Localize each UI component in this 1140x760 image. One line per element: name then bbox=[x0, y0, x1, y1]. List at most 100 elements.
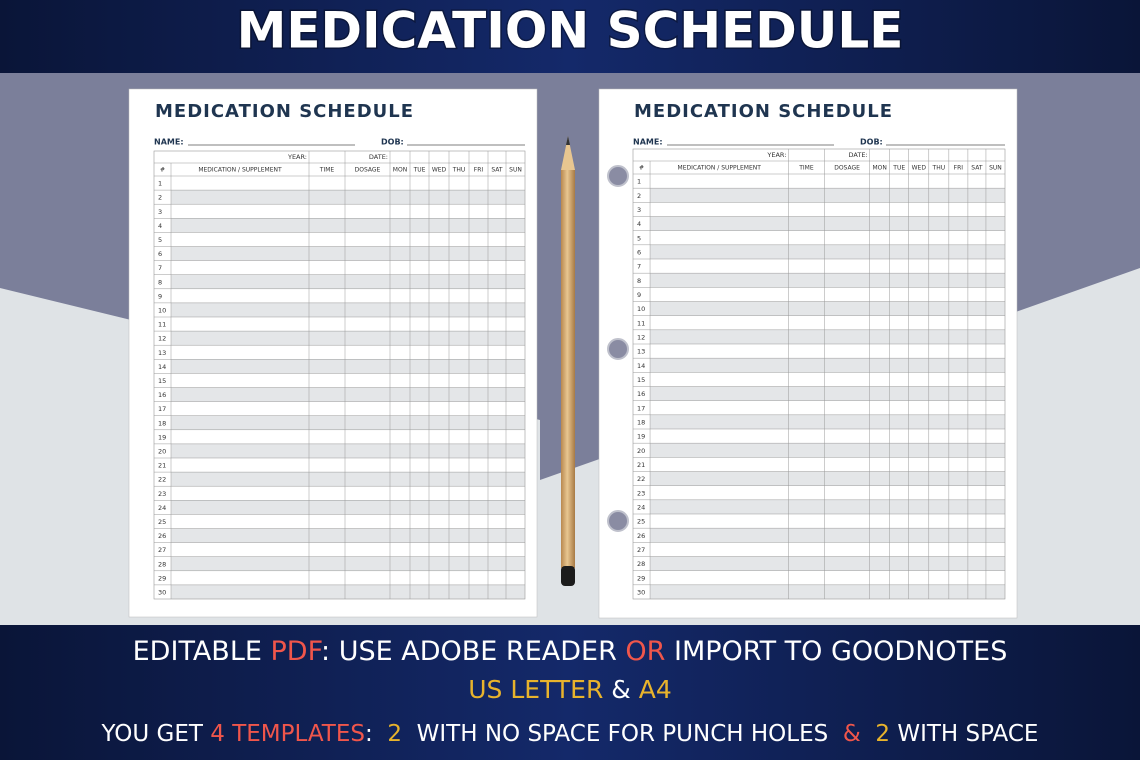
row-number: 6 bbox=[637, 248, 641, 256]
row-number: 5 bbox=[158, 236, 162, 244]
row-number: 25 bbox=[637, 518, 645, 526]
column-header: TIME bbox=[798, 165, 814, 172]
dob-label: DOB: bbox=[860, 138, 883, 147]
date-label: DATE: bbox=[849, 151, 868, 159]
row-number: 6 bbox=[158, 250, 162, 258]
name-label: NAME: bbox=[633, 138, 663, 147]
column-header: MEDICATION / SUPPLEMENT bbox=[198, 167, 282, 174]
footer-segment: PDF bbox=[271, 636, 322, 667]
column-header: SUN bbox=[509, 167, 522, 174]
punch-hole bbox=[607, 510, 629, 532]
year-label: YEAR: bbox=[766, 151, 786, 159]
row-number: 18 bbox=[158, 419, 166, 427]
pencil-eraser bbox=[561, 566, 575, 586]
row-number: 3 bbox=[637, 206, 641, 214]
row-shade bbox=[171, 331, 525, 346]
row-shade bbox=[650, 471, 1005, 486]
row-number: 10 bbox=[158, 306, 166, 314]
column-header: SAT bbox=[491, 167, 503, 174]
row-number: 4 bbox=[158, 222, 162, 230]
row-number: 30 bbox=[637, 588, 645, 596]
pencil-lead bbox=[566, 136, 570, 145]
column-header: THU bbox=[932, 165, 946, 172]
row-number: 11 bbox=[637, 319, 645, 327]
footer-segment: : bbox=[365, 721, 387, 747]
column-header: DOSAGE bbox=[834, 165, 860, 172]
column-header: TIME bbox=[319, 167, 335, 174]
row-shade bbox=[171, 387, 525, 402]
row-number: 10 bbox=[637, 305, 645, 313]
column-header: # bbox=[639, 165, 644, 172]
row-number: 2 bbox=[637, 192, 641, 200]
footer-segment: 4 TEMPLATES bbox=[210, 721, 365, 747]
row-number: 16 bbox=[158, 391, 166, 399]
row-number: 14 bbox=[158, 363, 166, 371]
footer-line: YOU GET 4 TEMPLATES: 2 WITH NO SPACE FOR… bbox=[101, 721, 1039, 747]
row-shade bbox=[650, 499, 1005, 514]
row-shade bbox=[171, 415, 525, 430]
footer-segment: US LETTER bbox=[468, 675, 603, 704]
row-shade bbox=[650, 329, 1005, 344]
footer-segment: IMPORT TO GOODNOTES bbox=[665, 636, 1007, 667]
footer-segment: OR bbox=[625, 636, 665, 667]
row-number: 12 bbox=[637, 333, 645, 341]
footer-segment bbox=[861, 721, 876, 747]
banner-title: MEDICATION SCHEDULE bbox=[237, 2, 904, 60]
row-shade bbox=[171, 218, 525, 233]
row-shade bbox=[171, 302, 525, 317]
bottom-banner bbox=[0, 625, 1140, 760]
row-shade bbox=[650, 584, 1005, 599]
row-number: 11 bbox=[158, 321, 166, 329]
row-number: 27 bbox=[158, 546, 166, 554]
row-shade bbox=[650, 358, 1005, 373]
row-number: 26 bbox=[637, 532, 645, 540]
row-number: 2 bbox=[158, 194, 162, 202]
top-banner bbox=[0, 0, 1140, 73]
row-number: 9 bbox=[158, 292, 162, 300]
footer-segment: & bbox=[843, 721, 861, 747]
row-shade bbox=[650, 386, 1005, 401]
pencil-tip bbox=[561, 136, 575, 170]
footer-segment: YOU GET bbox=[101, 721, 211, 747]
footer-segment: WITH SPACE bbox=[890, 721, 1038, 747]
column-header: WED bbox=[912, 165, 927, 172]
row-number: 17 bbox=[637, 404, 645, 412]
column-header: WED bbox=[432, 167, 447, 174]
table-border bbox=[153, 150, 526, 600]
footer-segment: & bbox=[603, 675, 638, 704]
year-label: YEAR: bbox=[287, 153, 307, 161]
row-number: 21 bbox=[637, 461, 645, 469]
row-number: 24 bbox=[637, 503, 645, 511]
column-header: TUE bbox=[413, 167, 426, 174]
row-number: 9 bbox=[637, 291, 641, 299]
column-header: FRI bbox=[474, 167, 484, 174]
row-number: 29 bbox=[158, 574, 166, 582]
column-header: MON bbox=[872, 165, 886, 172]
punch-hole bbox=[607, 338, 629, 360]
column-header: SUN bbox=[989, 165, 1002, 172]
column-header: MON bbox=[393, 167, 407, 174]
row-shade bbox=[171, 472, 525, 487]
row-number: 1 bbox=[158, 180, 162, 188]
sheet-title: MEDICATION SCHEDULE bbox=[155, 101, 414, 122]
row-shade bbox=[171, 528, 525, 543]
column-header: TUE bbox=[892, 165, 905, 172]
column-header: MEDICATION / SUPPLEMENT bbox=[678, 165, 762, 172]
row-number: 19 bbox=[637, 433, 645, 441]
row-number: 23 bbox=[637, 489, 645, 497]
column-header: # bbox=[160, 167, 165, 174]
row-number: 7 bbox=[158, 264, 162, 272]
footer-segment: : USE ADOBE READER bbox=[321, 636, 625, 667]
row-number: 20 bbox=[637, 447, 645, 455]
row-shade bbox=[171, 556, 525, 571]
row-number: 26 bbox=[158, 532, 166, 540]
row-number: 7 bbox=[637, 263, 641, 271]
row-shade bbox=[171, 500, 525, 515]
row-number: 14 bbox=[637, 362, 645, 370]
row-shade bbox=[650, 443, 1005, 458]
row-number: 13 bbox=[637, 348, 645, 356]
row-number: 28 bbox=[158, 560, 166, 568]
footer-line: EDITABLE PDF: USE ADOBE READER OR IMPORT… bbox=[133, 636, 1008, 667]
